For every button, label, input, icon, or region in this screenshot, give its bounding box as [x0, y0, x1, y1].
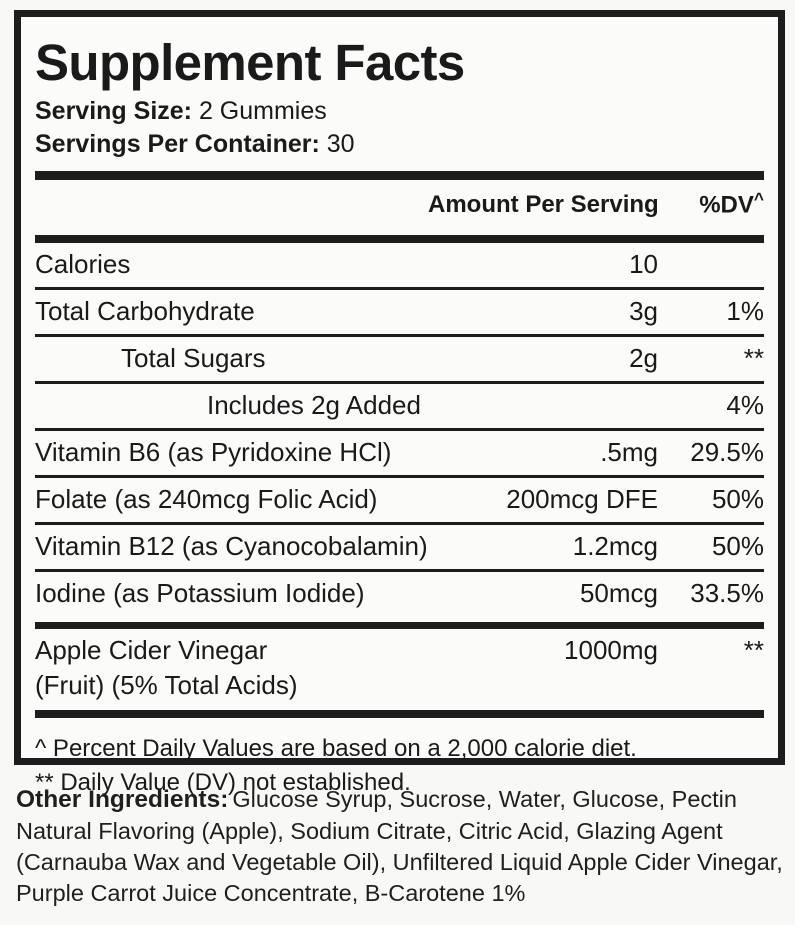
nutrient-name: Calories [35, 248, 131, 279]
table-row: Includes 2g Added Sugars 4% [35, 384, 764, 428]
row-divider [35, 380, 764, 384]
nutrient-daily-value: 4% [726, 389, 764, 420]
table-row: Folate (as 240mcg Folic Acid) 200mcg DFE… [35, 478, 764, 522]
table-row-apple-cider-vinegar: Apple Cider Vinegar 1000mg ** [35, 629, 764, 668]
supplement-facts-panel: Supplement Facts Serving Size: 2 Gummies… [14, 10, 785, 796]
row-divider [35, 427, 764, 431]
row-divider [35, 474, 764, 478]
table-row: Vitamin B12 (as Cyanocobalamin) 1.2mcg 5… [35, 525, 764, 569]
footnote-daily-value-not-established: ** Daily Value (DV) not established. [35, 768, 411, 796]
row-divider [35, 333, 764, 337]
servings-per-container-line: Servings Per Container: 30 [35, 128, 764, 161]
other-ingredients-label: Other Ingredients: [16, 786, 229, 813]
serving-size-line: Serving Size: 2 Gummies [35, 95, 764, 128]
nutrient-name: Apple Cider Vinegar [35, 634, 268, 665]
other-ingredients-section: Other Ingredients: Glucose Syrup, Sucrose… [16, 784, 784, 909]
servings-per-container-label: Servings Per Container: [35, 130, 320, 159]
serving-size-label: Serving Size: [35, 97, 192, 126]
other-ingredients-text: Glucose Syrup, Sucrose, Water, Glucose, … [16, 786, 783, 907]
nutrient-daily-value: ** [743, 342, 764, 373]
table-row: Iodine (as Potassium Iodide) 50mcg 33.5% [35, 572, 764, 616]
nutrient-name: Vitamin B12 (as Cyanocobalamin) [35, 530, 428, 561]
nutrient-amount: 1000mg [564, 634, 658, 665]
column-header-amount: Amount Per Serving [428, 190, 659, 218]
nutrient-amount: 2g [629, 342, 658, 373]
column-header-daily-value: %DV^ [658, 189, 764, 219]
row-divider [35, 286, 764, 290]
nutrient-daily-value: 50% [711, 530, 764, 561]
table-row: Vitamin B6 (as Pyridoxine HCl) .5mg 29.5… [35, 431, 764, 475]
footnotes: ^ Percent Daily Values are based on a 2,… [35, 718, 764, 800]
nutrient-amount: 200mcg DFE [506, 483, 658, 514]
nutrient-daily-value: 33.5% [690, 577, 764, 608]
table-row: Total Sugars 2g ** [35, 337, 764, 381]
page-title: Supplement Facts [35, 34, 465, 91]
rule-above-apple-cider-vinegar [35, 621, 764, 629]
nutrient-name: Folate (as 240mcg Folic Acid) [35, 483, 378, 514]
nutrient-name: Iodine (as Potassium Iodide) [35, 577, 365, 608]
row-divider [35, 568, 764, 572]
nutrient-name: Vitamin B6 (as Pyridoxine HCl) [35, 436, 392, 467]
serving-size-value: 2 Gummies [198, 97, 327, 126]
nutrient-daily-value: 1% [726, 295, 764, 326]
nutrient-name: Includes 2g Added Sugars [207, 389, 428, 420]
apple-cider-vinegar-subtext: (Fruit) (5% Total Acids) [35, 669, 298, 700]
servings-per-container-value: 30 [326, 130, 355, 159]
column-headers: Amount Per Serving %DV^ [35, 180, 764, 226]
rule-below-column-headers [35, 234, 764, 243]
row-divider [35, 521, 764, 525]
rule-below-serving-info [35, 170, 764, 180]
dv-text: %DV [699, 190, 754, 218]
nutrient-daily-value: 29.5% [690, 436, 764, 467]
nutrient-daily-value: ** [743, 634, 764, 665]
nutrient-name: Total Sugars [121, 342, 266, 373]
panel-inner: Supplement Facts Serving Size: 2 Gummies… [21, 34, 778, 796]
nutrient-amount: 50mcg [579, 577, 658, 608]
dv-caret-marker: ^ [753, 188, 764, 209]
nutrient-daily-value: 50% [711, 483, 764, 514]
table-row: Total Carbohydrate 3g 1% [35, 290, 764, 334]
nutrient-amount: .5mg [600, 436, 658, 467]
nutrient-name: Total Carbohydrate [35, 295, 255, 326]
rule-above-footnotes [35, 709, 764, 718]
nutrient-amount: 3g [629, 295, 658, 326]
table-row: Calories 10 [35, 243, 764, 287]
nutrient-amount: 1.2mcg [572, 530, 658, 561]
footnote-percent-daily-values: ^ Percent Daily Values are based on a 2,… [35, 734, 637, 762]
nutrient-amount: 10 [629, 248, 658, 279]
